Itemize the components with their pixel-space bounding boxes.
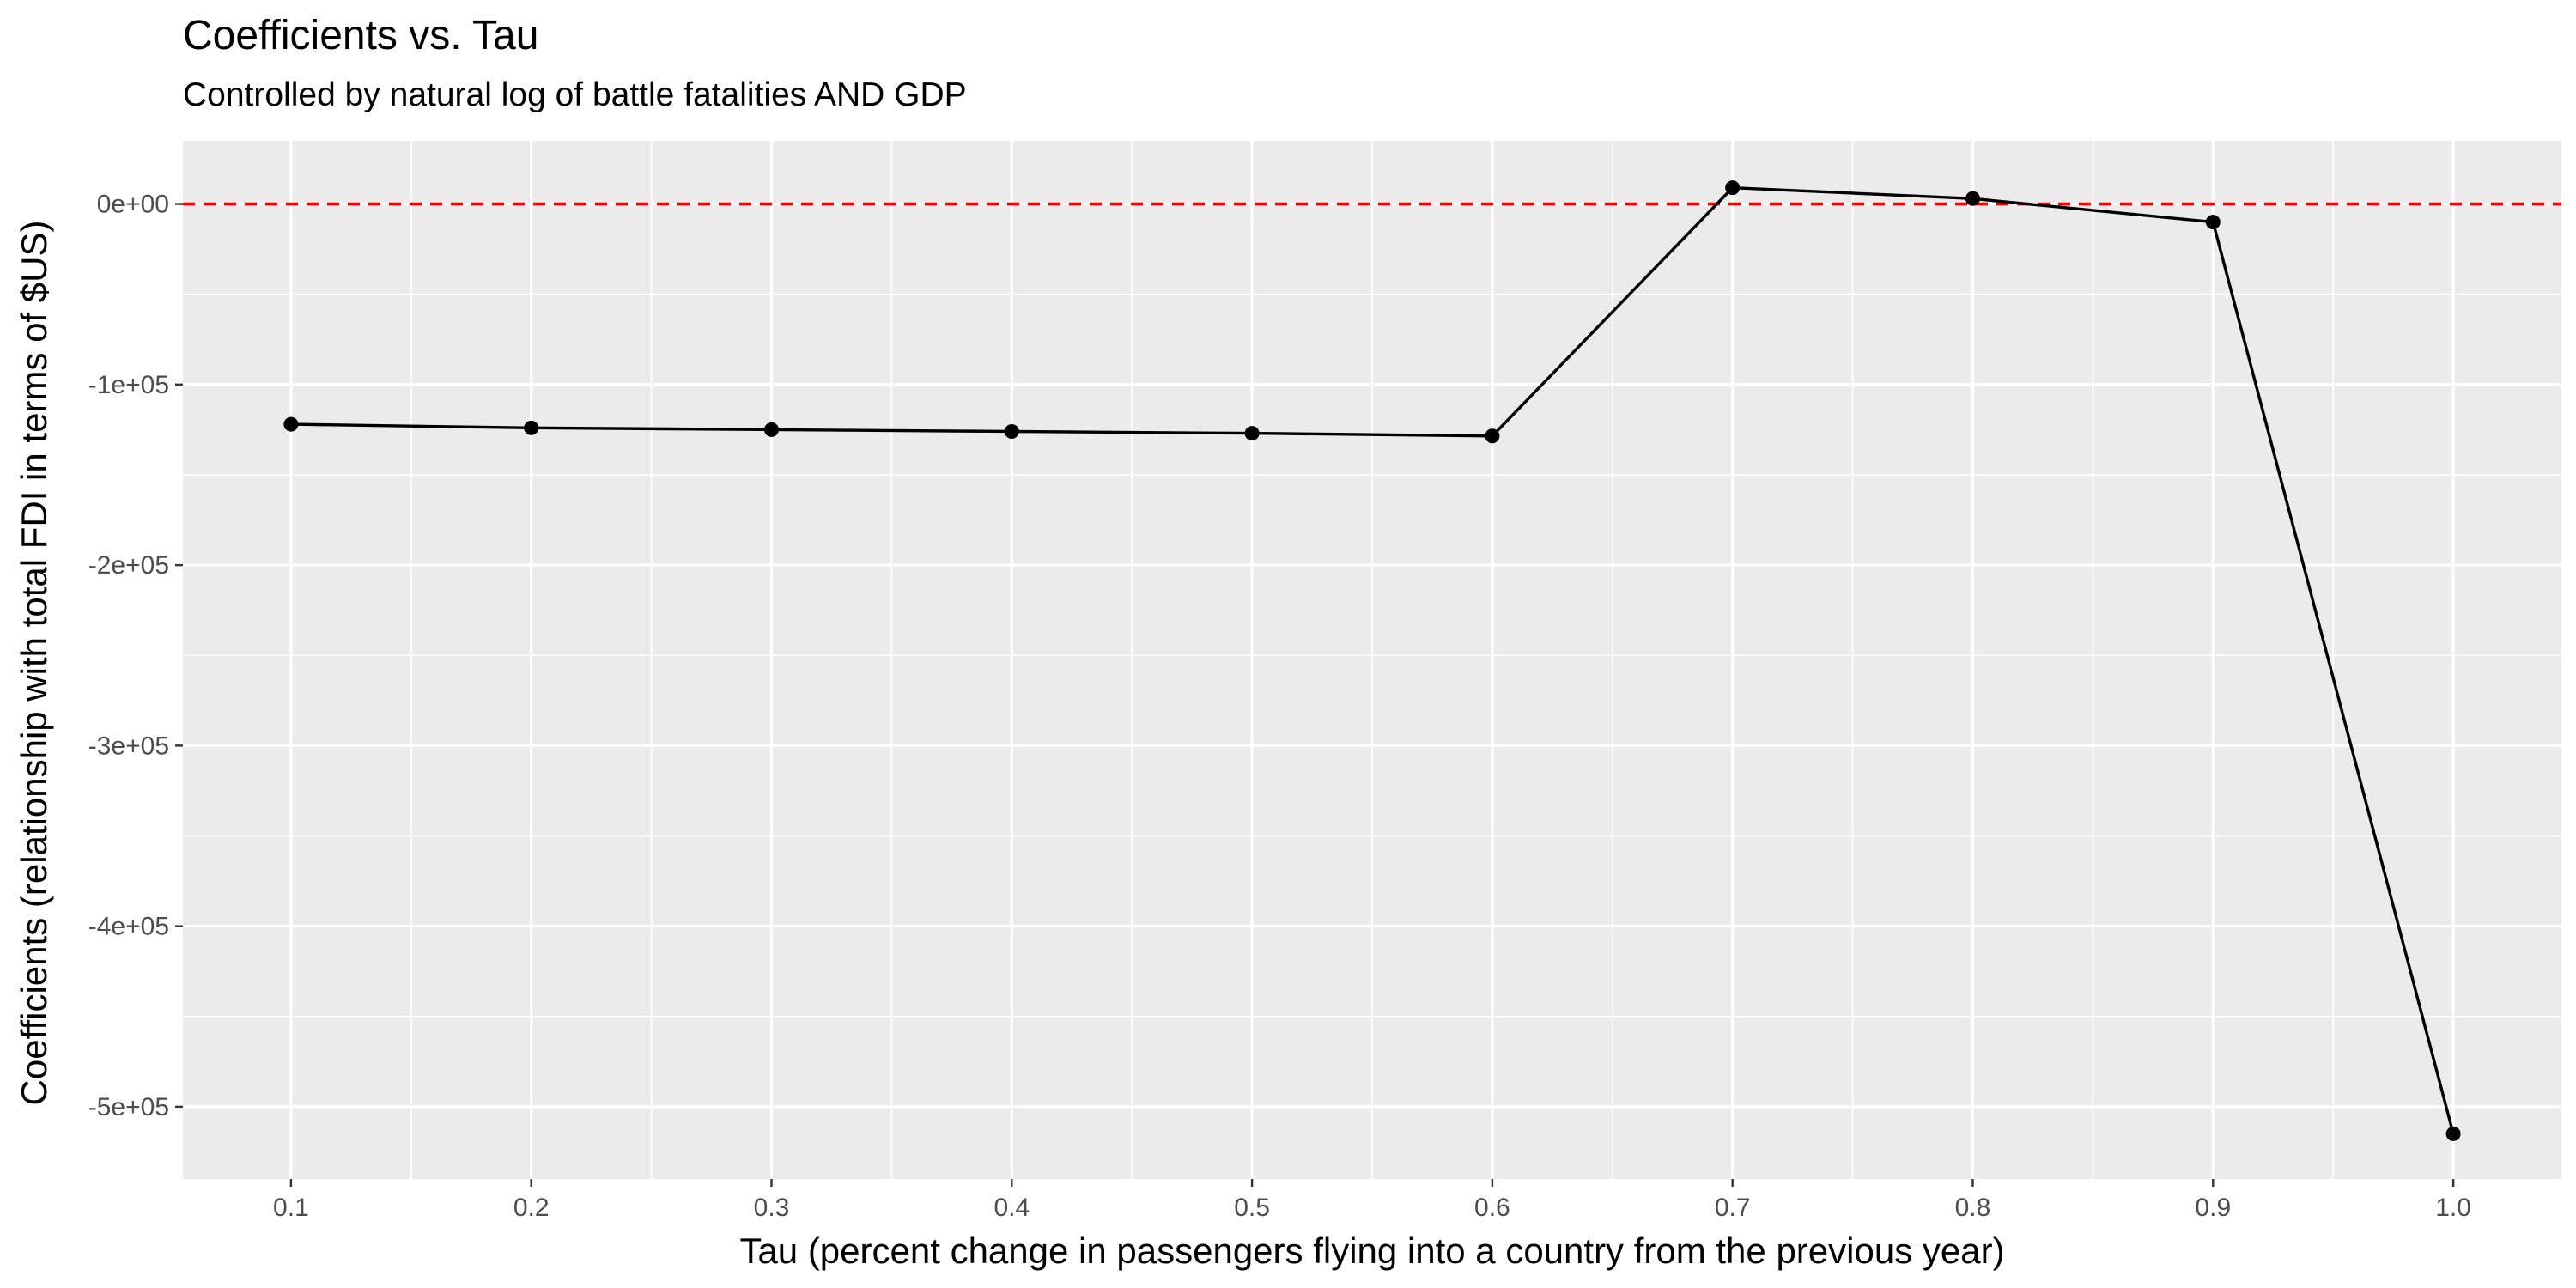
y-axis-ticks: 0e+00 -1e+05 -2e+05 -3e+05 -4e+05 -5e+05	[88, 191, 183, 1121]
x-tick-label: 0.2	[513, 1194, 550, 1222]
x-tick-label: 0.5	[1234, 1194, 1270, 1222]
x-tick-label: 0.8	[1955, 1194, 1991, 1222]
y-tick-label: -4e+05	[88, 913, 169, 941]
series-line	[290, 185, 2455, 1134]
data-point	[764, 422, 780, 437]
x-tick-label: 0.3	[754, 1194, 790, 1222]
chart-title: Coefficients vs. Tau	[183, 13, 539, 58]
data-point	[1004, 424, 1019, 440]
x-tick-label: 0.1	[273, 1194, 309, 1222]
y-axis-title: Coefficients (relationship with total FD…	[14, 220, 54, 1106]
x-tick-label: 0.6	[1474, 1194, 1510, 1222]
major-gridlines	[183, 141, 2561, 1179]
x-tick-label: 0.4	[993, 1194, 1030, 1222]
series-layer	[283, 180, 2461, 1141]
x-axis-title: Tau (percent change in passengers flying…	[739, 1230, 2005, 1271]
data-point	[283, 416, 299, 432]
y-tick-label: -1e+05	[88, 371, 169, 399]
x-tick-label: 0.7	[1715, 1194, 1751, 1222]
data-point	[1244, 426, 1260, 441]
y-tick-label: -2e+05	[88, 551, 169, 580]
data-point	[2445, 1126, 2461, 1141]
chart-subtitle: Controlled by natural log of battle fata…	[183, 76, 967, 113]
data-point	[2205, 215, 2221, 230]
x-tick-label: 1.0	[2435, 1194, 2471, 1222]
x-axis-ticks: 0.1 0.2 0.3 0.4 0.5 0.6 0.7 0.8 0.9 1.0	[273, 1179, 2471, 1222]
x-tick-label: 0.9	[2195, 1194, 2231, 1222]
y-tick-label: -3e+05	[88, 732, 169, 760]
y-tick-label: 0e+00	[97, 191, 169, 219]
data-point	[1485, 428, 1500, 444]
data-point	[1725, 180, 1741, 196]
y-tick-label: -5e+05	[88, 1093, 169, 1121]
data-point	[1965, 191, 1980, 206]
minor-gridlines	[183, 141, 2561, 1179]
data-point	[524, 420, 539, 435]
